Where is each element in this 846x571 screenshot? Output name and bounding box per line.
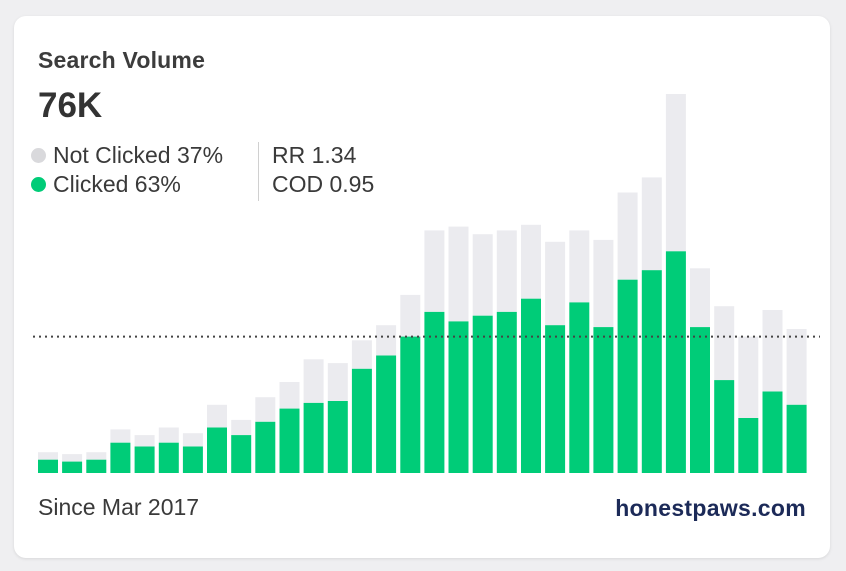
stat-cod: COD 0.95 xyxy=(272,171,375,197)
bar-clicked xyxy=(424,311,445,473)
bar-not-clicked xyxy=(255,397,276,422)
bar-clicked xyxy=(231,435,252,473)
bar-not-clicked xyxy=(351,340,372,369)
bar-not-clicked xyxy=(134,435,155,447)
bar-not-clicked xyxy=(400,294,421,337)
bar-not-clicked xyxy=(521,224,541,299)
bar-clicked xyxy=(400,336,421,473)
bar-clicked xyxy=(38,459,58,473)
bar-not-clicked xyxy=(327,363,348,401)
bar-not-clicked xyxy=(231,419,252,436)
not-clicked-dot-icon xyxy=(31,148,46,163)
bar-clicked xyxy=(62,461,83,473)
clicked-dot-icon xyxy=(31,177,46,192)
bar-not-clicked xyxy=(472,234,493,316)
bar-not-clicked xyxy=(545,241,566,326)
legend-label-clicked: Clicked 63% xyxy=(53,171,181,197)
bar-clicked xyxy=(786,404,807,473)
bar-clicked xyxy=(207,427,227,473)
stats-block: RR 1.34 COD 0.95 xyxy=(272,141,374,199)
bar-clicked xyxy=(110,442,131,473)
bar-not-clicked xyxy=(665,94,686,252)
bar-not-clicked xyxy=(279,382,300,409)
bar-clicked xyxy=(545,325,566,473)
bar-not-clicked xyxy=(424,230,445,312)
bar-clicked xyxy=(521,298,541,473)
stat-rr: RR 1.34 xyxy=(272,142,357,168)
bar-clicked xyxy=(158,442,179,473)
bar-not-clicked xyxy=(593,239,614,328)
bar-clicked xyxy=(134,446,155,473)
bar-not-clicked xyxy=(62,454,83,462)
bar-not-clicked xyxy=(569,230,590,303)
bar-clicked xyxy=(182,446,203,473)
legend-item-not-clicked: Not Clicked 37% xyxy=(31,141,223,170)
bar-not-clicked xyxy=(714,306,735,381)
bar-clicked xyxy=(86,459,107,473)
bar-clicked xyxy=(714,380,735,473)
bar-not-clicked xyxy=(448,226,469,322)
chart-legend: Not Clicked 37% Clicked 63% xyxy=(31,141,223,199)
bar-not-clicked xyxy=(617,192,638,280)
bar-clicked xyxy=(665,251,686,473)
card-title: Search Volume xyxy=(38,47,206,73)
legend-divider xyxy=(258,142,259,201)
bar-clicked xyxy=(303,402,324,473)
bar-clicked xyxy=(641,270,662,473)
bar-clicked xyxy=(496,311,517,473)
legend-label-not-clicked: Not Clicked 37% xyxy=(53,142,224,168)
bar-not-clicked xyxy=(303,359,324,403)
bar-clicked xyxy=(593,327,614,473)
bar-clicked xyxy=(738,418,759,473)
bar-clicked xyxy=(351,368,372,473)
bar-not-clicked xyxy=(690,268,710,327)
bar-not-clicked xyxy=(786,329,807,405)
brand-domain: honestpaws.com xyxy=(615,495,806,521)
bar-not-clicked xyxy=(641,177,662,271)
bar-clicked xyxy=(448,321,469,473)
bar-not-clicked xyxy=(496,230,517,312)
bar-clicked xyxy=(279,408,300,473)
total-search-volume: 76K xyxy=(38,86,103,125)
legend-item-clicked: Clicked 63% xyxy=(31,170,223,199)
since-date-label: Since Mar 2017 xyxy=(38,494,200,520)
bar-clicked xyxy=(617,279,638,473)
bar-not-clicked xyxy=(110,429,131,443)
bar-clicked xyxy=(255,421,276,473)
bar-clicked xyxy=(690,327,710,473)
bar-clicked xyxy=(327,401,348,473)
bar-clicked xyxy=(472,315,493,473)
bar-clicked xyxy=(376,355,397,473)
bar-not-clicked xyxy=(86,452,107,460)
bar-not-clicked xyxy=(158,427,179,443)
bar-not-clicked xyxy=(738,336,759,419)
bar-not-clicked xyxy=(376,325,397,356)
bar-not-clicked xyxy=(762,310,783,392)
bar-not-clicked xyxy=(207,404,227,428)
bar-clicked xyxy=(762,391,783,473)
bar-not-clicked xyxy=(38,452,58,460)
bar-not-clicked xyxy=(182,433,203,447)
bar-clicked xyxy=(569,302,590,473)
